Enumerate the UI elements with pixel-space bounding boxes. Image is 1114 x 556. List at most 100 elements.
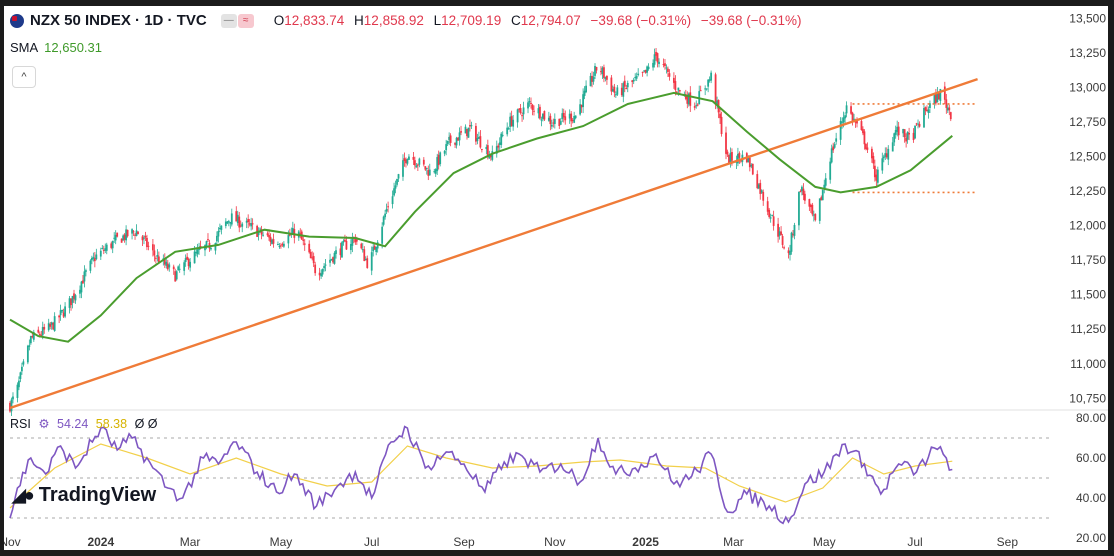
candle-body (408, 156, 410, 160)
candle-body (79, 289, 81, 294)
candle-body (49, 324, 52, 327)
candle-body (405, 159, 407, 164)
candle-body (280, 245, 282, 247)
candle-body (425, 167, 428, 169)
candle-body (153, 250, 156, 256)
candle-body (708, 79, 711, 81)
candle-body (570, 113, 573, 122)
candle-body (433, 171, 436, 173)
rsi-settings-icon[interactable]: ⚙ (38, 417, 50, 431)
candle-body (905, 137, 908, 142)
rsi-legend[interactable]: RSI ⚙ 54.24 58.38 Ø Ø (10, 416, 157, 431)
candle-body (603, 67, 605, 78)
candle-body (884, 153, 887, 157)
candle-body (193, 251, 196, 264)
candle-body (516, 109, 519, 123)
candle-body (391, 196, 394, 205)
candle-body (41, 327, 44, 336)
candle-body (394, 185, 397, 189)
candle-body (818, 198, 821, 221)
candle-body (658, 61, 660, 65)
candle-body (783, 247, 785, 249)
candle-body (571, 120, 574, 122)
candle-body (686, 96, 689, 104)
candle-body (897, 126, 900, 136)
candle-body (616, 87, 619, 95)
candle-body (116, 232, 119, 237)
tradingview-logo[interactable]: ◢● TradingView (12, 484, 156, 507)
candle-body (623, 80, 626, 87)
candle-body (667, 68, 669, 72)
candle-body (632, 79, 635, 82)
candle-body (829, 161, 832, 180)
candle-body (361, 249, 364, 251)
candle-body (903, 129, 906, 138)
candle-body (302, 239, 305, 241)
candle-body (227, 221, 230, 223)
candle-body (762, 191, 765, 201)
candle-body (480, 149, 483, 151)
time-axis-tick: 2025 (632, 535, 659, 549)
candle-body (236, 214, 239, 224)
candle-body (527, 102, 529, 109)
candle-body (604, 77, 607, 79)
rsi-ma-line (9, 443, 953, 509)
candle-body (647, 66, 650, 70)
candle-body (12, 396, 14, 400)
candle-body (113, 237, 116, 239)
minimize-icon[interactable]: — (220, 13, 237, 28)
high-label: H (354, 13, 364, 28)
candle-body (144, 236, 147, 238)
candle-body (725, 132, 727, 154)
candle-body (320, 273, 323, 277)
chart-mode-buttons[interactable]: — ≈ (220, 13, 254, 28)
price-axis-tick: 12,500 (1069, 149, 1106, 163)
candle-body (278, 246, 281, 248)
candle-body (143, 237, 145, 239)
candle-body (123, 234, 126, 240)
candle-body (163, 258, 166, 265)
candle-body (539, 106, 541, 119)
time-axis-tick: Sep (997, 535, 1019, 549)
candle-body (714, 74, 717, 104)
candle-body (873, 165, 876, 178)
candle-body (102, 249, 105, 251)
candle-body (43, 326, 46, 330)
chevron-up-icon: ^ (21, 71, 27, 83)
candle-body (865, 143, 867, 149)
wave-icon[interactable]: ≈ (237, 13, 254, 28)
chart-frame: 10,750 11,000 11,250 11,500 11,750 12,000 12,2… (4, 6, 1108, 550)
candle-body (40, 334, 43, 336)
candle-body (631, 80, 634, 83)
candle-body (393, 188, 395, 196)
candle-body (50, 322, 53, 325)
nz-flag-icon (10, 13, 24, 28)
symbol-title[interactable]: NZX 50 INDEX · 1D · TVC (30, 12, 207, 29)
candle-body (436, 157, 439, 172)
candle-body (80, 281, 83, 293)
candle-body (943, 86, 946, 100)
time-axis-tick: Jul (907, 535, 922, 549)
candle-body (917, 123, 919, 125)
candle-body (402, 160, 404, 177)
sma-legend[interactable]: SMA 12,650.31 (10, 40, 102, 55)
candle-body (424, 166, 427, 170)
candle-body (52, 322, 55, 330)
candle-body (260, 229, 263, 235)
symbol-header: NZX 50 INDEX · 1D · TVC — ≈ O12,833.74 H… (10, 12, 807, 29)
candle-body (652, 62, 654, 68)
candle-body (510, 116, 513, 126)
candle-body (134, 234, 136, 236)
candle-body (872, 156, 875, 164)
candle-body (120, 238, 123, 243)
candle-body (449, 135, 452, 143)
sma-line (9, 91, 953, 343)
collapse-legend-button[interactable]: ^ (12, 66, 36, 88)
candle-body (53, 316, 56, 331)
chart-canvas[interactable]: 10,750 11,000 11,250 11,500 11,750 12,000 12,2… (4, 6, 1108, 550)
candle-body (853, 118, 855, 120)
candle-body (771, 214, 774, 216)
candle-body (896, 126, 899, 132)
candle-body (312, 256, 315, 264)
candle-body (684, 94, 687, 99)
